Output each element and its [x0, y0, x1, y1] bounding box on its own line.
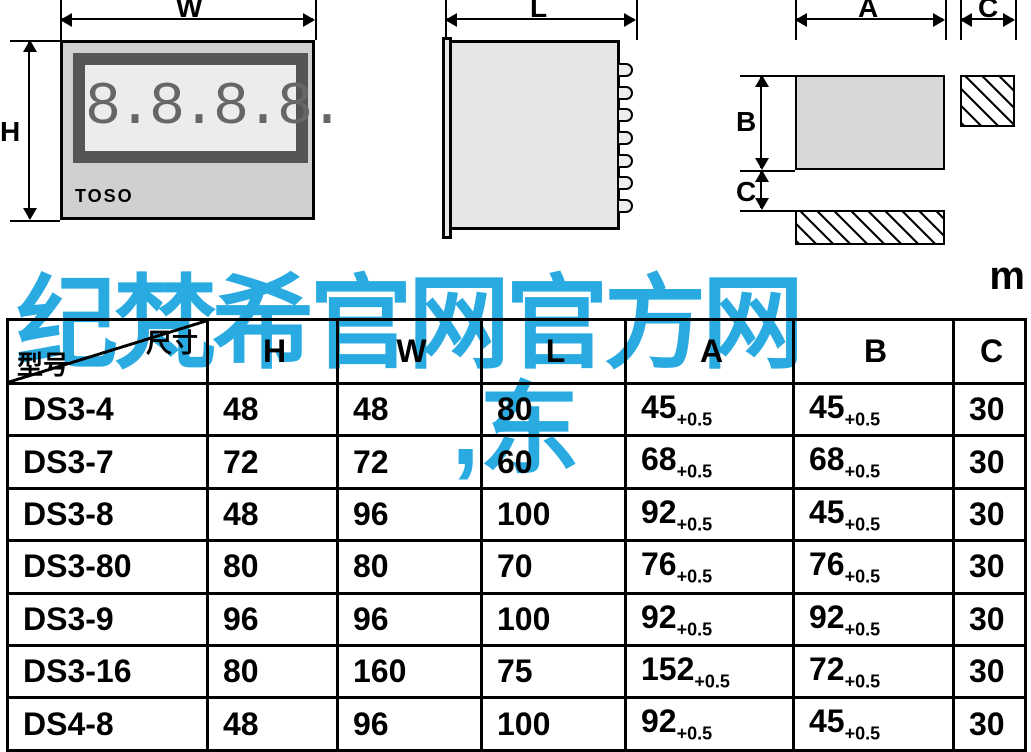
cell-l: 70	[482, 541, 626, 593]
cell-l: 75	[482, 645, 626, 697]
cell-c: 30	[954, 593, 1026, 645]
cell-a: 92+0.5	[626, 488, 794, 540]
cell-w: 48	[338, 384, 482, 436]
table-body: DS3-448488045+0.545+0.530DS3-772726068+0…	[8, 384, 1026, 751]
dim-arrow-h	[28, 42, 30, 218]
dim-label-c-side: C	[736, 176, 756, 208]
cell-h: 72	[208, 436, 338, 488]
cell-h: 48	[208, 488, 338, 540]
cell-w: 96	[338, 698, 482, 750]
tick	[315, 0, 317, 40]
cell-w: 96	[338, 488, 482, 540]
cell-h: 96	[208, 593, 338, 645]
table-row: DS3-772726068+0.568+0.530	[8, 436, 1026, 488]
cell-l: 100	[482, 698, 626, 750]
cell-a: 68+0.5	[626, 436, 794, 488]
device-front-view: 8.8.8.8. TOSO	[60, 40, 315, 220]
corner-top-label: 尺寸	[146, 323, 198, 360]
cell-b: 92+0.5	[794, 593, 954, 645]
cell-l: 100	[482, 488, 626, 540]
cell-h: 48	[208, 384, 338, 436]
panel-cutout-view	[785, 40, 1015, 250]
table-row: DS3-8489610092+0.545+0.530	[8, 488, 1026, 540]
cell-b: 45+0.5	[794, 698, 954, 750]
table-row: DS3-448488045+0.545+0.530	[8, 384, 1026, 436]
cell-b: 76+0.5	[794, 541, 954, 593]
cell-a: 152+0.5	[626, 645, 794, 697]
dim-arrow-c-side	[760, 172, 762, 208]
table-row: DS4-8489610092+0.545+0.530	[8, 698, 1026, 750]
col-header-w: W	[338, 320, 482, 384]
dim-label-h: H	[0, 116, 20, 148]
cell-c: 30	[954, 645, 1026, 697]
cell-a: 92+0.5	[626, 593, 794, 645]
table-row: DS3-9969610092+0.592+0.530	[8, 593, 1026, 645]
cell-l: 80	[482, 384, 626, 436]
side-terminals	[617, 63, 633, 213]
dim-label-l: L	[530, 0, 547, 24]
cell-c: 30	[954, 488, 1026, 540]
dim-label-b: B	[736, 106, 756, 138]
cell-c: 30	[954, 541, 1026, 593]
dimension-table: 尺寸 型号 H W L A B C DS3-448488045+0.545+0.…	[6, 318, 1027, 752]
table-corner-cell: 尺寸 型号	[8, 320, 208, 384]
tick	[945, 0, 947, 40]
lcd-display: 8.8.8.8.	[85, 65, 296, 151]
hatch-area	[795, 210, 945, 245]
cell-a: 92+0.5	[626, 698, 794, 750]
cell-w: 160	[338, 645, 482, 697]
col-header-l: L	[482, 320, 626, 384]
tick	[10, 220, 60, 222]
col-header-a: A	[626, 320, 794, 384]
cutout-panel	[795, 75, 945, 170]
cell-h: 80	[208, 645, 338, 697]
cell-model: DS3-9	[8, 593, 208, 645]
tick	[1015, 0, 1017, 40]
dim-label-c-top: C	[978, 0, 998, 24]
table-row: DS3-8080807076+0.576+0.530	[8, 541, 1026, 593]
side-face-plate	[442, 37, 452, 239]
dim-arrow-b	[760, 77, 762, 168]
cell-model: DS3-4	[8, 384, 208, 436]
cell-c: 30	[954, 384, 1026, 436]
cell-model: DS3-8	[8, 488, 208, 540]
cell-b: 45+0.5	[794, 384, 954, 436]
hatch-area	[960, 75, 1015, 127]
cell-b: 68+0.5	[794, 436, 954, 488]
table-row: DS3-168016075152+0.572+0.530	[8, 645, 1026, 697]
cell-l: 60	[482, 436, 626, 488]
device-side-view	[445, 40, 620, 230]
unit-fragment: m	[989, 254, 1025, 299]
col-header-b: B	[794, 320, 954, 384]
tick	[740, 210, 795, 212]
dim-label-w: W	[176, 0, 202, 24]
cell-c: 30	[954, 436, 1026, 488]
cell-model: DS3-80	[8, 541, 208, 593]
dimension-diagram: 8.8.8.8. TOSO W H L A C B C	[0, 0, 1031, 280]
dim-label-a: A	[858, 0, 878, 24]
table-header-row: 尺寸 型号 H W L A B C	[8, 320, 1026, 384]
cell-a: 76+0.5	[626, 541, 794, 593]
cell-h: 48	[208, 698, 338, 750]
cell-model: DS3-16	[8, 645, 208, 697]
cell-b: 45+0.5	[794, 488, 954, 540]
cell-w: 80	[338, 541, 482, 593]
corner-bottom-label: 型号	[17, 345, 69, 382]
cell-b: 72+0.5	[794, 645, 954, 697]
cell-c: 30	[954, 698, 1026, 750]
cell-w: 96	[338, 593, 482, 645]
tick	[636, 0, 638, 40]
cell-w: 72	[338, 436, 482, 488]
cell-model: DS3-7	[8, 436, 208, 488]
col-header-c: C	[954, 320, 1026, 384]
col-header-h: H	[208, 320, 338, 384]
cell-l: 100	[482, 593, 626, 645]
cell-model: DS4-8	[8, 698, 208, 750]
cell-a: 45+0.5	[626, 384, 794, 436]
brand-label: TOSO	[75, 186, 134, 207]
cell-h: 80	[208, 541, 338, 593]
